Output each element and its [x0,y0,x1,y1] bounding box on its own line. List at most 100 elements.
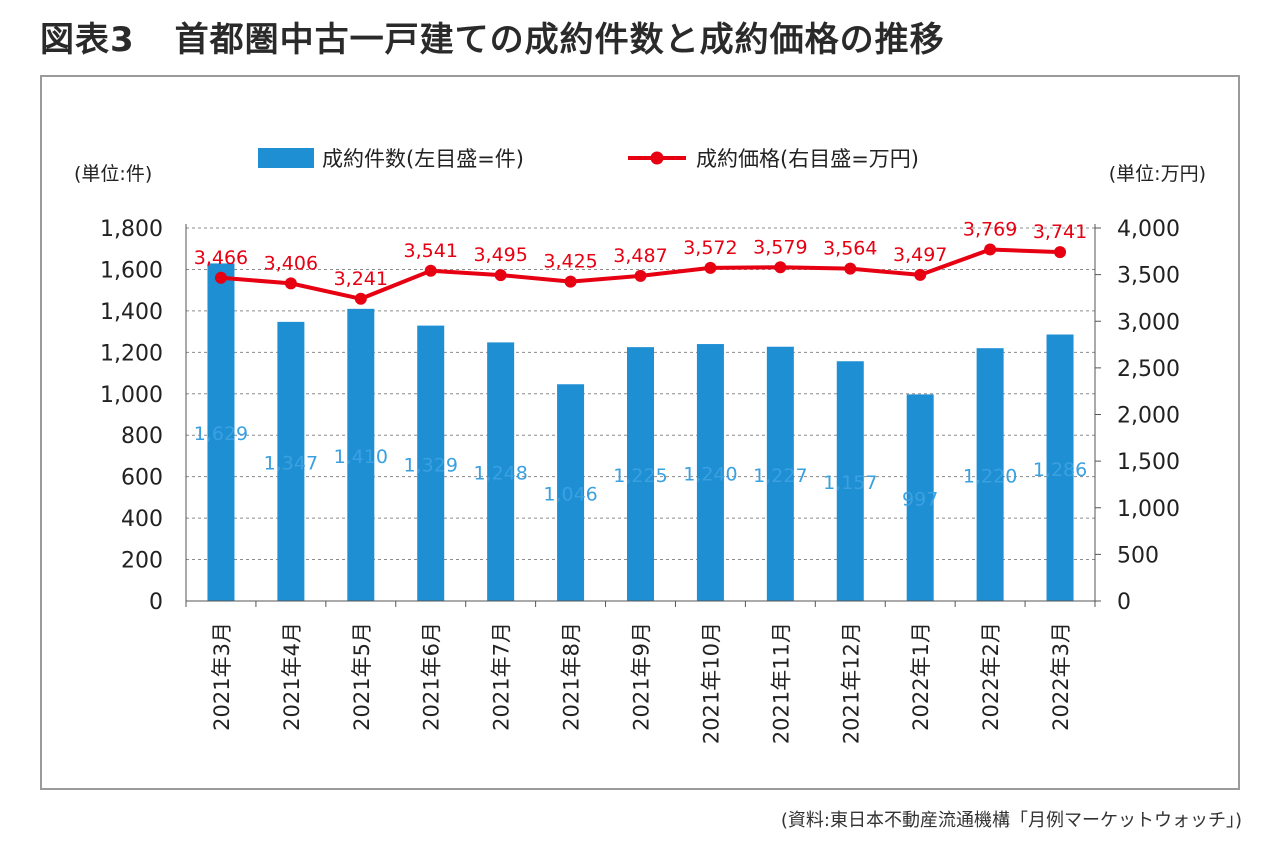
x-tick-label: 2021年4月 [280,622,304,731]
price-point [1054,246,1067,259]
x-tick-label: 2021年10月 [699,622,723,744]
legend-line-label: 成約価格(右目盛=万円) [696,147,919,171]
price-point [494,269,507,282]
right-tick-label: 1,000 [1117,497,1180,522]
price-point [704,261,717,274]
source-note: (資料:東日本不動産流通機構「月例マーケットウォッチ」) [780,810,1242,831]
bar [836,361,864,601]
x-tick-label: 2021年9月 [630,622,654,731]
right-tick-label: 3,500 [1117,264,1180,289]
x-tick-label: 2021年12月 [839,622,863,744]
price-value-label: 3,579 [753,236,807,258]
price-point [914,268,927,281]
bar-value-label: 1,248 [473,463,527,485]
bar [207,263,235,601]
right-tick-label: 3,000 [1117,310,1180,335]
left-tick-label: 1,600 [100,258,163,283]
left-tick-label: 400 [121,507,163,532]
bar [1046,334,1074,601]
bar-value-label: 1,220 [963,466,1017,488]
price-point [284,277,297,290]
bar-value-label: 1,410 [334,446,388,468]
right-tick-label: 2,500 [1117,357,1180,382]
right-tick-label: 4,000 [1117,217,1180,242]
left-tick-label: 1,200 [100,341,163,366]
bar [696,344,724,601]
bar-value-label: 1,286 [1033,459,1087,481]
price-value-label: 3,572 [683,237,737,259]
figure-number: 図表3 [40,20,135,60]
bar-value-label: 1,629 [194,423,248,445]
price-value-label: 3,495 [473,244,527,266]
bar [347,308,375,601]
x-tick-label: 2022年1月 [909,622,933,731]
figure-title: 図表3 首都圏中古一戸建ての成約件数と成約価格の推移 [40,12,945,61]
bar [557,384,585,601]
bar [487,342,515,601]
grid-lines [186,227,1095,561]
legend: 成約件数(左目盛=件) 成約価格(右目盛=万円) [258,147,919,171]
bar-series [207,263,1074,601]
right-tick-label: 500 [1117,543,1159,568]
left-tick-label: 800 [121,424,163,449]
bar-value-label: 997 [902,489,938,511]
price-value-label: 3,241 [334,268,388,290]
left-tick-label: 600 [121,466,163,491]
line-series [214,243,1067,305]
left-tick-label: 200 [121,549,163,574]
price-point [424,264,437,277]
data-labels: 1,629 1,347 1,410 1,329 1,248 1,046 1,225 1,240… [194,219,1087,511]
bar [976,348,1004,601]
bar [417,325,445,601]
price-point [634,269,647,282]
price-value-label: 3,406 [264,252,318,274]
bar [906,394,934,601]
chart-frame [40,75,1240,790]
bar-value-label: 1,347 [264,452,318,474]
price-value-label: 3,741 [1033,221,1087,243]
price-point [354,292,367,305]
price-point [844,262,857,275]
axes: 0 200 400 600 800 1,000 1,200 1,400 1,600 1,800 0 5… [100,217,1180,744]
bar [766,346,794,601]
left-tick-label: 1,000 [100,383,163,408]
price-value-label: 3,487 [613,245,667,267]
right-axis-unit: (単位:万円) [1109,163,1206,185]
x-tick-label: 2021年3月 [210,622,234,731]
bar-value-label: 1,240 [683,464,737,486]
bar-value-label: 1,329 [404,454,458,476]
x-tick-label: 2021年6月 [420,622,444,731]
figure-title-text: 首都圏中古一戸建ての成約件数と成約価格の推移 [174,20,945,60]
left-tick-label: 1,400 [100,300,163,325]
x-tick-label: 2021年5月 [350,622,374,731]
left-axis-unit: (単位:件) [74,163,152,185]
legend-line-marker [650,151,664,165]
x-tick-label: 2021年11月 [769,622,793,744]
price-value-label: 3,497 [893,244,947,266]
bar-value-label: 1,046 [543,484,597,506]
right-tick-label: 1,500 [1117,450,1180,475]
x-tick-label: 2021年8月 [560,622,584,731]
bar [277,321,305,601]
legend-bar-label: 成約件数(左目盛=件) [322,147,524,171]
bar-value-label: 1,157 [823,472,877,494]
left-tick-label: 0 [149,590,163,615]
price-value-label: 3,769 [963,219,1017,241]
price-value-label: 3,541 [404,240,458,262]
x-tick-label: 2022年3月 [1049,622,1073,731]
legend-bar-swatch [258,148,314,168]
bar [627,347,654,601]
bar-value-label: 1,227 [753,465,807,487]
price-point [774,261,787,274]
price-point [984,243,997,256]
price-point [214,271,227,284]
price-point [564,275,577,288]
price-value-label: 3,466 [194,247,248,269]
left-tick-label: 1,800 [100,217,163,242]
price-value-label: 3,425 [543,251,597,273]
x-tick-label: 2021年7月 [490,622,514,731]
price-value-label: 3,564 [823,238,877,260]
right-tick-label: 2,000 [1117,404,1180,429]
right-tick-label: 0 [1117,590,1131,615]
